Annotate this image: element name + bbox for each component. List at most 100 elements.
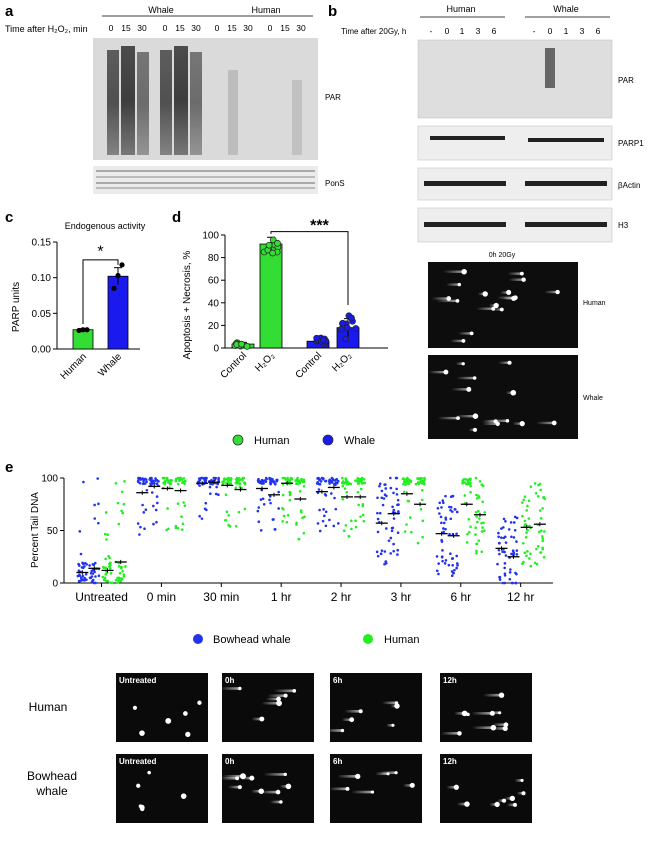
data-point [390,529,394,533]
data-point [498,552,501,556]
data-point [496,562,499,566]
comet-image-whale-b [428,355,578,439]
legend-label-bowhead: Bowhead whale [213,634,291,646]
comet-head [249,775,255,781]
data-point [277,507,280,510]
data-point [96,477,99,480]
comet-tail [487,419,508,423]
data-point [138,533,141,536]
data-point [419,507,423,511]
comet-head [340,728,345,733]
comet-tail [344,709,361,713]
actin-bands [424,181,607,186]
data-point [322,508,325,511]
comet-head [355,773,361,780]
data-point [405,523,408,526]
lane-labels-a: 0 15 30 0 15 30 0 15 30 0 15 30 [109,23,306,33]
comet-head [279,800,283,804]
data-point [527,499,531,503]
data-point [102,565,105,569]
data-point [381,503,385,507]
comet-head [510,389,517,396]
data-point [498,578,502,581]
lane-label: 0 [215,23,220,33]
x-tick-label: H₂O₂ [253,350,277,374]
data-point [541,546,544,550]
data-point [359,480,363,483]
comet-image [116,754,208,823]
data-point [152,504,155,508]
comet-tail [375,772,389,776]
data-point [136,479,140,483]
data-point [84,327,90,333]
y-tick-label: 0.15 [32,238,52,249]
data-point [182,501,185,504]
data-point [282,514,286,518]
data-point [141,477,145,480]
comet-head [464,801,470,807]
data-point [225,510,229,514]
comet-head [180,793,187,799]
data-point [383,562,386,566]
data-point [474,510,478,514]
data-point [467,518,471,521]
data-point [114,578,118,582]
data-point [93,570,96,574]
data-point [349,482,353,486]
data-point [114,481,118,485]
comet-tail [222,774,243,778]
data-point [404,483,407,487]
data-point [258,480,261,484]
data-point [442,521,446,525]
comet-head [185,731,191,737]
data-point [257,520,261,524]
data-point [281,506,284,510]
data-point [328,482,331,485]
data-point [466,532,469,536]
comet-head [521,791,526,796]
data-point [101,575,105,579]
data-point [106,579,110,583]
comet-tail [483,693,502,697]
data-point [441,559,444,563]
data-point [537,483,540,487]
data-point [176,526,180,530]
data-point [162,481,166,485]
data-point [508,571,512,574]
data-point [448,532,451,536]
panel-letter-c: c [5,209,13,226]
data-point [526,528,529,532]
comet-image-label: 0h [225,757,234,766]
comet-head [370,790,375,794]
comet-image-label: 12h [443,676,457,685]
comet-head [292,689,297,693]
smear [160,50,172,155]
comet-tail [454,712,465,715]
data-point [543,530,546,533]
data-point [392,508,396,512]
legend-label-whale: Whale [344,435,375,447]
data-point [183,480,186,483]
comet-tail [482,422,498,426]
data-point [242,476,245,480]
group-label-whale-b: Whale [553,4,579,14]
data-point [217,478,220,481]
data-point [199,476,203,480]
comet-tail [498,361,510,364]
comet-head [507,360,512,365]
comet-tail [494,308,502,311]
data-point [162,476,166,480]
comet-head [345,786,350,791]
comet-head [499,307,504,312]
data-point [116,501,120,505]
data-point [226,478,230,482]
data-point [502,526,505,529]
comets-whale-b [428,360,557,432]
significance-label: * [97,243,103,260]
data-point [435,569,439,573]
x-tick-label: Untreated [75,590,128,604]
comet-tail [489,803,498,806]
data-point [152,522,155,526]
data-point [137,477,141,481]
comet-head [283,693,288,698]
